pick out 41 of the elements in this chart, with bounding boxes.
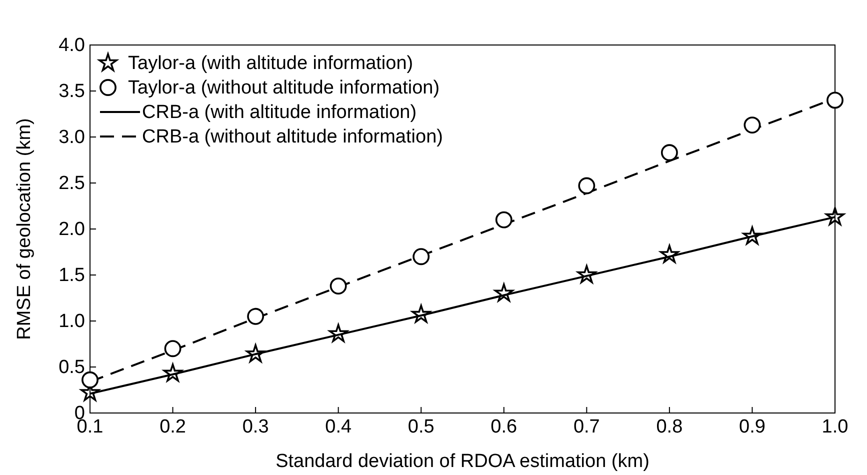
point [826,92,844,109]
legend-label: CRB-a (without altitude information) [142,126,443,148]
x-tick-label: 1.0 [822,416,848,438]
point [328,324,348,342]
point [330,278,347,294]
x-tick-label: 0.6 [490,416,518,438]
y-tick-label: 1.0 [58,311,85,332]
x-tick-label: 0.2 [160,416,186,438]
y-tick-label: 3.0 [58,127,85,148]
y-axis-title: RMSE of geolocation (km) [14,118,35,340]
point [412,248,430,266]
point [660,144,678,162]
x-tick-label: 0.7 [573,416,600,438]
y-tick-label: 0.5 [58,357,85,378]
point [826,207,844,226]
x-tick-label: 0.4 [325,416,352,438]
point [495,211,512,228]
point [246,344,265,362]
point [494,284,514,302]
x-tick-label: 0.3 [242,416,269,438]
y-tick-label: 4.0 [58,35,85,56]
point [577,265,596,284]
legend-label: CRB-a (with altitude information) [142,102,417,123]
point [247,308,264,325]
x-axis-title: Standard deviation of RDOA estimation (km) [276,451,650,472]
point [660,244,679,263]
legend-label: Taylor-a (with altitude information) [128,53,414,74]
point [578,177,596,194]
point [163,364,182,382]
x-tick-label: 0.9 [739,416,766,438]
point [412,304,431,323]
x-tick-label: 0.8 [656,416,683,438]
y-tick-label: 1.5 [58,265,85,286]
legend-label: Taylor-a (without altitude information) [128,78,440,98]
point [744,116,761,134]
y-tick-label: 3.5 [58,81,85,102]
x-tick-label: 0.5 [408,416,434,438]
y-tick-label: 2.5 [58,173,85,194]
point [742,226,762,245]
y-tick-label: 2.0 [58,219,85,240]
point [164,340,182,358]
